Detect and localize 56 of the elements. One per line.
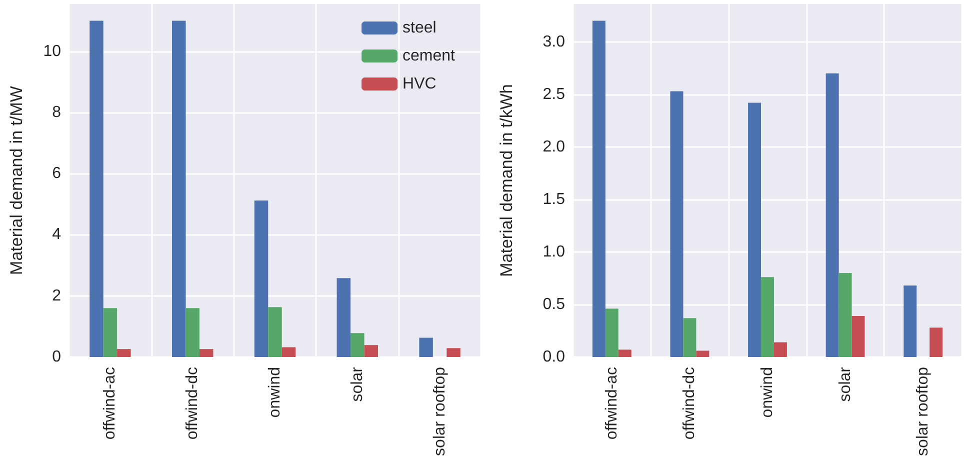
bar [350, 333, 364, 357]
bar [419, 338, 433, 357]
bar [838, 272, 852, 357]
bar [605, 308, 618, 357]
x-tick-label: solar rooftop [431, 366, 448, 456]
bar [592, 20, 606, 357]
bar [254, 200, 268, 357]
bar [670, 91, 684, 357]
bar [852, 316, 865, 357]
x-tick-label: solar [348, 366, 366, 402]
bar [930, 328, 943, 357]
y-tick-label: 1.5 [542, 190, 566, 208]
x-tick-label: offwind-ac [102, 367, 119, 440]
x-tick-label: solar rooftop [914, 366, 932, 456]
x-tick-label: offwind-ac [603, 367, 620, 440]
bar [282, 347, 296, 357]
bar [904, 286, 917, 357]
y-tick-label: 6 [52, 165, 62, 182]
x-tick-label: solar [836, 366, 854, 402]
x-tick-label: offwind-dc [184, 367, 202, 440]
y-tick-label: 0 [52, 348, 62, 366]
bar [336, 278, 351, 357]
x-tick-label: onwind [266, 367, 284, 418]
x-tick-label: onwind [759, 367, 776, 418]
y-tick-label: 10 [43, 42, 62, 60]
bar [446, 348, 460, 357]
bar [696, 350, 710, 357]
bar [186, 308, 200, 357]
bar [199, 349, 214, 357]
legend-label: HVC [402, 76, 436, 92]
y-axis-title: Material demand in t/kWh [497, 84, 516, 277]
y-tick-label: 0.0 [542, 348, 566, 366]
bar [618, 350, 632, 357]
legend-label: cement [402, 48, 456, 64]
bar [761, 277, 774, 357]
bar [364, 345, 378, 357]
bar [103, 308, 118, 357]
y-tick-label: 4 [52, 226, 62, 244]
y-tick-label: 0.5 [542, 296, 566, 313]
y-tick-label: 3.0 [542, 33, 566, 50]
y-tick-label: 2 [52, 287, 62, 304]
y-tick-label: 2.5 [542, 86, 566, 103]
y-tick-label: 1.0 [542, 243, 566, 260]
bar [172, 20, 186, 357]
bar [90, 20, 104, 357]
legend-label: steel [402, 20, 436, 36]
x-tick-label: offwind-dc [681, 367, 698, 440]
y-axis-title: Material demand in t/MW [7, 86, 26, 275]
bar [748, 102, 762, 357]
bar [826, 73, 839, 357]
bar [683, 318, 696, 357]
bar [268, 307, 282, 357]
y-tick-label: 8 [52, 104, 62, 121]
bar [117, 349, 131, 357]
y-tick-label: 2.0 [542, 138, 566, 156]
bar [774, 342, 787, 357]
